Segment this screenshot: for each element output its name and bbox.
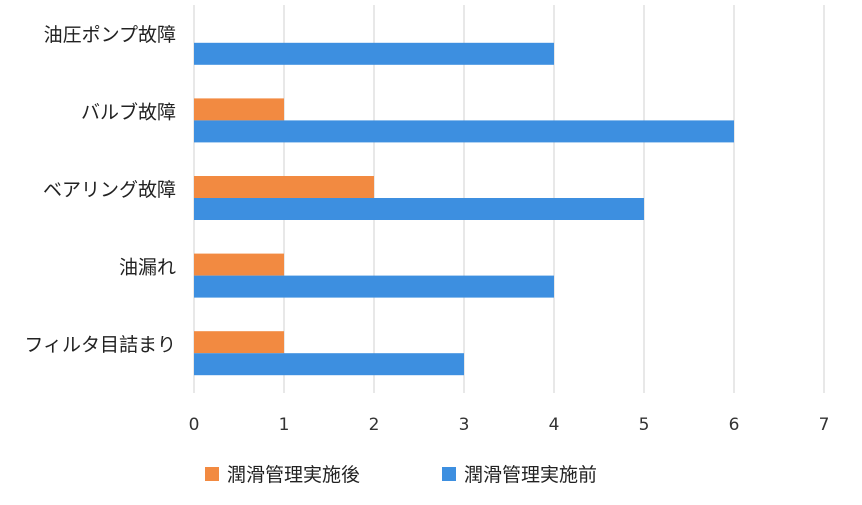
x-tick-label: 7 [819,415,830,435]
bar-after-1 [194,98,284,121]
legend: 潤滑管理実施後 潤滑管理実施前 [205,464,597,486]
category-label: 油漏れ [119,257,176,279]
bar-after-4 [194,331,284,354]
bar-before-0 [194,42,554,65]
bar-before-3 [194,275,554,298]
bar-after-3 [194,253,284,276]
x-tick-label: 2 [369,415,380,435]
legend-swatch-0 [205,467,219,481]
category-label: バルブ故障 [81,100,176,123]
x-tick-label: 5 [639,415,650,435]
bar-before-1 [194,120,734,143]
x-tick-label: 0 [189,415,200,435]
legend-swatch-1 [442,467,456,481]
x-tick-label: 6 [729,415,740,435]
bar-before-2 [194,198,644,220]
category-label: 油圧ポンプ故障 [44,24,176,46]
legend-label-1: 潤滑管理実施前 [464,464,597,486]
bar-after-2 [194,176,374,198]
category-label: ベアリング故障 [43,179,176,201]
bars [194,42,734,376]
x-tick-label: 4 [549,415,560,435]
x-tick-label: 1 [279,415,290,435]
category-label: フィルタ目詰まり [24,334,176,356]
bar-before-4 [194,353,464,376]
x-tick-label: 3 [459,415,470,435]
legend-label-0: 潤滑管理実施後 [227,464,360,486]
x-tick-labels: 0 1 2 3 4 5 6 7 [189,415,830,435]
